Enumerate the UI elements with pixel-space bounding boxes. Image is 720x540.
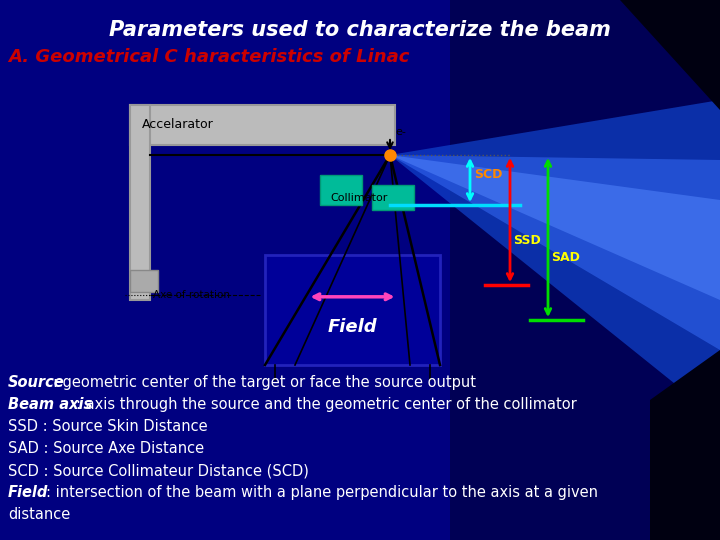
Text: Field: Field <box>328 318 377 335</box>
Polygon shape <box>650 350 720 540</box>
Bar <box>372 185 414 210</box>
Text: : geometric center of the target or face the source output: : geometric center of the target or face… <box>53 375 477 390</box>
Bar <box>265 255 440 365</box>
Text: distance: distance <box>8 507 71 522</box>
Text: : axis through the source and the geometric center of the collimator: : axis through the source and the geomet… <box>76 397 577 412</box>
Text: Beam axis: Beam axis <box>8 397 92 412</box>
Text: SCD: SCD <box>474 168 503 181</box>
Polygon shape <box>390 155 720 300</box>
Bar <box>130 105 395 145</box>
Text: A. Geometrical C haracteristics of Linac: A. Geometrical C haracteristics of Linac <box>8 48 410 66</box>
Text: Parameters used to characterize the beam: Parameters used to characterize the beam <box>109 20 611 40</box>
Bar <box>320 175 362 205</box>
Text: Axe of rotation: Axe of rotation <box>153 290 230 300</box>
Text: Accelarator: Accelarator <box>142 118 214 132</box>
Text: Field: Field <box>8 485 48 500</box>
Bar <box>130 105 150 300</box>
Bar <box>130 270 158 292</box>
Bar <box>0 0 450 540</box>
Polygon shape <box>620 0 720 110</box>
Text: SAD: SAD <box>551 251 580 264</box>
Text: Collimator: Collimator <box>330 193 387 203</box>
Text: SSD : Source Skin Distance: SSD : Source Skin Distance <box>8 419 207 434</box>
Text: SSD: SSD <box>513 233 541 246</box>
Polygon shape <box>390 155 720 350</box>
Text: : intersection of the beam with a plane perpendicular to the axis at a given: : intersection of the beam with a plane … <box>46 485 598 500</box>
Polygon shape <box>390 100 720 420</box>
Text: Source: Source <box>8 375 65 390</box>
Text: SCD : Source Collimateur Distance (SCD): SCD : Source Collimateur Distance (SCD) <box>8 463 309 478</box>
Text: SAD : Source Axe Distance: SAD : Source Axe Distance <box>8 441 204 456</box>
Text: e-: e- <box>395 127 406 137</box>
